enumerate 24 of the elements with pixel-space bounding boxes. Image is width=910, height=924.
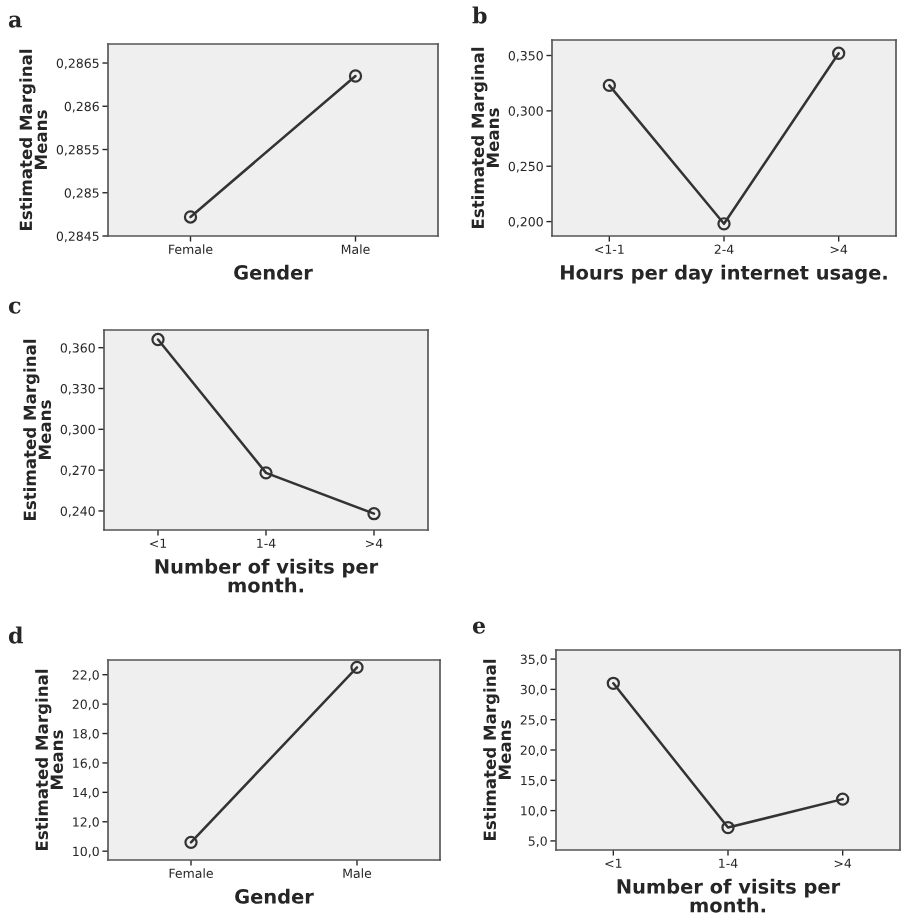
y-axis-title: Estimated Marginal Means	[471, 47, 500, 229]
chart-title: b	[472, 6, 487, 24]
point	[717, 217, 731, 231]
point	[602, 78, 616, 93]
y-axis-title: Estimated Marginal Means	[19, 49, 48, 231]
chart-title: c	[8, 301, 21, 314]
point	[259, 466, 273, 480]
point	[721, 820, 735, 835]
point	[836, 792, 850, 806]
y-axis-title: Estimated Marginal Means	[23, 339, 52, 521]
chart-title: d	[8, 626, 24, 644]
x-axis-title: Gender	[234, 264, 313, 280]
chart-title: a	[8, 15, 22, 28]
x-axis-title: Number of visits per month.	[617, 878, 841, 913]
x-axis-title: Hours per day internet usage.	[561, 264, 887, 284]
chart-title: e	[472, 621, 486, 634]
point	[367, 507, 381, 521]
y-axis-title: Estimated Marginal Means	[483, 659, 512, 841]
point	[151, 332, 165, 347]
point	[606, 676, 620, 690]
y-axis-title: Estimated Marginal Means	[35, 669, 64, 851]
x-axis-title: Gender	[235, 888, 314, 904]
x-axis-title: Number of visits per month.	[155, 558, 379, 593]
point	[832, 46, 846, 60]
